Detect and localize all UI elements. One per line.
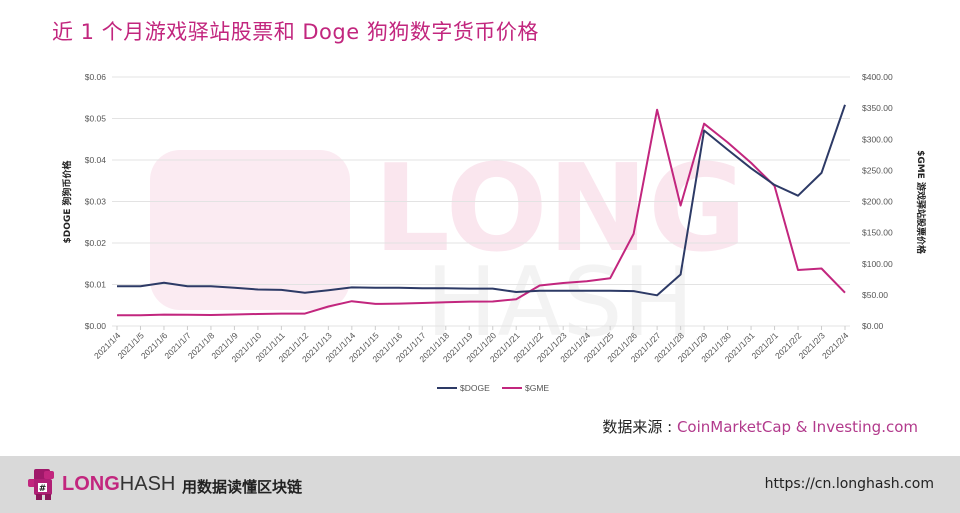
brand-hash: HASH	[119, 473, 176, 495]
longhash-watermark: LONGHASH	[150, 140, 747, 358]
svg-text:$GME: $GME	[525, 383, 549, 393]
svg-text:$0.01: $0.01	[85, 280, 107, 290]
svg-text:$0.04: $0.04	[85, 155, 107, 165]
svg-text:$350.00: $350.00	[862, 103, 893, 113]
left-y-axis-ticks: $0.00 $0.01 $0.02 $0.03 $0.04 $0.05 $0.06	[85, 72, 107, 331]
left-y-axis-title: $DOGE 狗狗币价格	[61, 159, 73, 243]
right-y-axis-ticks: $0.00 $50.00 $100.00 $150.00 $200.00 $250.00 $…	[862, 72, 893, 331]
gridlines	[112, 76, 850, 327]
data-source: 数据来源 : CoinMarketCap & Investing.com	[602, 416, 918, 437]
svg-text:$400.00: $400.00	[862, 72, 893, 82]
svg-text:$250.00: $250.00	[862, 165, 893, 175]
svg-text:$100.00: $100.00	[862, 259, 893, 269]
footer-url[interactable]: https://cn.longhash.com	[764, 476, 934, 492]
svg-text:2021/2/4: 2021/2/4	[820, 330, 851, 361]
footer-slogan: 用数据读懂区块链	[182, 478, 303, 496]
svg-text:$150.00: $150.00	[862, 228, 893, 238]
svg-text:$0.06: $0.06	[85, 72, 107, 82]
series-lines	[116, 104, 846, 317]
right-y-axis-title: $GME 游戏驿站股票价格	[915, 150, 927, 255]
longhash-dragon-logo-icon: #	[28, 469, 54, 500]
brand-long: LONG	[62, 473, 120, 495]
svg-text:$200.00: $200.00	[862, 197, 893, 207]
svg-text:$0.00: $0.00	[862, 321, 884, 331]
svg-text:$DOGE: $DOGE	[460, 383, 490, 393]
svg-text:$0.05: $0.05	[85, 114, 107, 124]
footer-brand: LONGHASH	[62, 473, 175, 496]
footer-bar: # LONGHASH 用数据读懂区块链 https://cn.longhash.…	[0, 456, 960, 513]
source-label: 数据来源 :	[602, 418, 677, 436]
series-line-doge	[117, 104, 846, 297]
svg-text:HASH: HASH	[426, 248, 694, 358]
legend: $DOGE $GME	[437, 383, 549, 393]
svg-text:$0.03: $0.03	[85, 197, 107, 207]
svg-text:$0.02: $0.02	[85, 238, 107, 248]
source-names: CoinMarketCap & Investing.com	[676, 418, 918, 436]
line-chart: LONGHASH $0.00$0.01$0.02$0.03$0.04$0.05$…	[61, 72, 927, 393]
svg-text:#: #	[39, 484, 47, 494]
series-line-gme	[116, 108, 846, 317]
svg-text:$300.00: $300.00	[862, 134, 893, 144]
svg-text:$50.00: $50.00	[862, 290, 888, 300]
svg-text:$0.00: $0.00	[85, 321, 107, 331]
chart-title: 近 1 个月游戏驿站股票和 Doge 狗狗数字货币价格	[52, 20, 539, 44]
